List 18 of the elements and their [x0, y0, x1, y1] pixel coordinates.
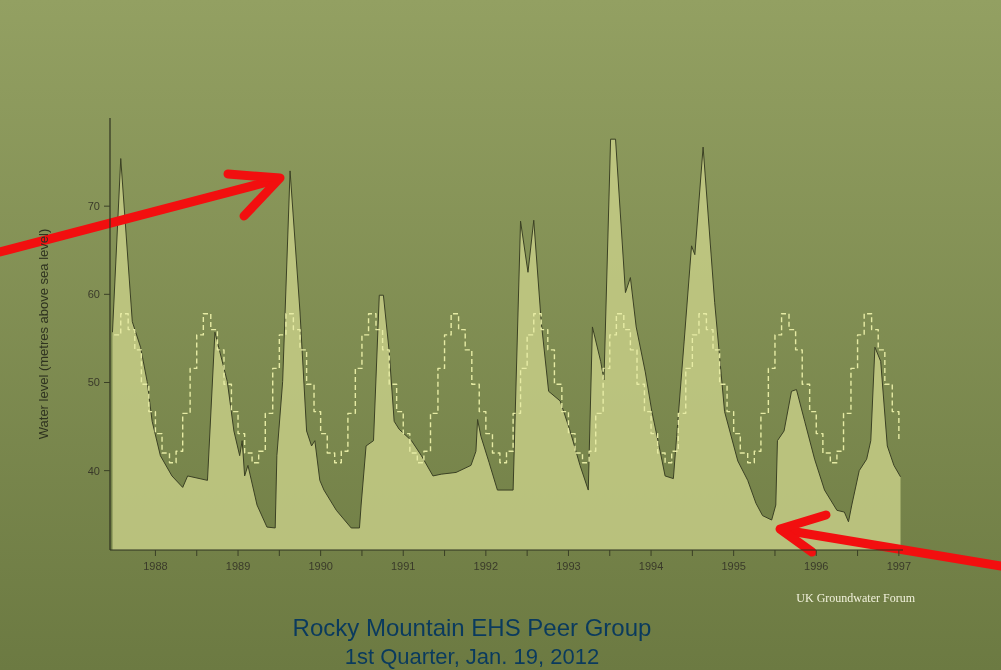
- text: 1st Quarter, Jan. 19, 2012: [344, 644, 600, 669]
- y-tick-label: 60: [87, 288, 100, 301]
- x-tick-label: 1990: [308, 560, 333, 572]
- x-tick-label: 1988: [143, 560, 168, 572]
- x-tick-label: 1997: [886, 560, 912, 572]
- x-tick-label: 1992: [473, 560, 499, 572]
- x-tick-label: 1989: [225, 560, 251, 572]
- y-tick-label: 40: [87, 464, 100, 477]
- x-tick-label: 1995: [721, 560, 746, 572]
- x-tick-label: 1993: [556, 560, 581, 572]
- y-tick-label: 50: [87, 376, 100, 389]
- y-tick-label: 70: [87, 200, 100, 213]
- text: UK Groundwater Forum: [796, 591, 916, 605]
- x-tick-label: 1994: [638, 560, 664, 572]
- y-axis-title: Water level (metres above sea level): [36, 228, 51, 440]
- text: Rocky Mountain EHS Peer Group: [292, 614, 652, 641]
- x-tick-label: 1996: [804, 560, 829, 572]
- x-tick-label: 1991: [391, 560, 416, 572]
